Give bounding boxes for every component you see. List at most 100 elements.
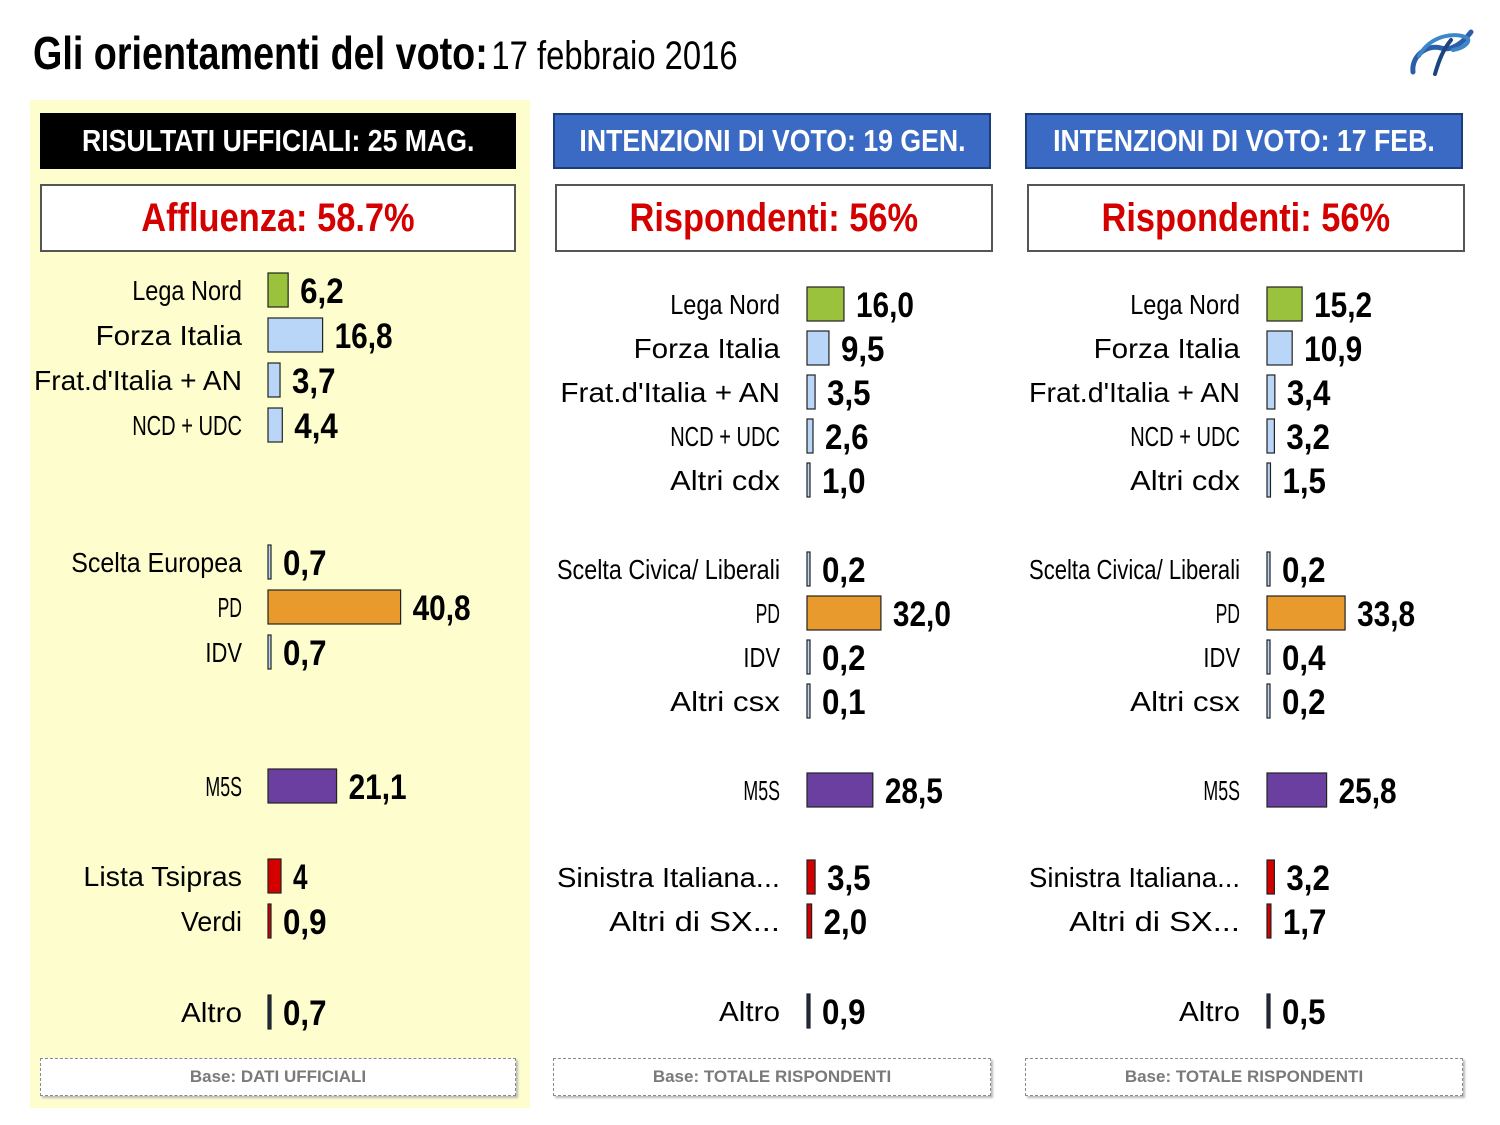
bar-frat-d-italia-an bbox=[1266, 374, 1276, 410]
value-label-lista-tsipras: 4 bbox=[293, 858, 308, 897]
value-label-lega-nord: 6,2 bbox=[300, 272, 344, 311]
bar-m5s bbox=[267, 768, 338, 804]
category-label-frat-d-italia-an: Frat.d'Italia + AN bbox=[1029, 377, 1240, 408]
panel-header-label: RISULTATI UFFICIALI: 25 MAG. bbox=[81, 123, 475, 158]
value-label-m5s: 25,8 bbox=[1339, 772, 1397, 811]
value-label-scelta-civica-liberali: 0,2 bbox=[1282, 551, 1326, 590]
category-label-m5s: M5S bbox=[743, 775, 780, 806]
bar-idv bbox=[267, 634, 272, 670]
bar-forza-italia bbox=[267, 317, 324, 353]
category-label-pd: PD bbox=[756, 598, 780, 629]
respondents-box: Rispondenti: 56% bbox=[1027, 184, 1465, 252]
value-label-frat-d-italia-an: 3,7 bbox=[292, 362, 336, 401]
panel-header-label: INTENZIONI DI VOTO: 17 FEB. bbox=[1053, 123, 1435, 158]
value-label-frat-d-italia-an: 3,4 bbox=[1287, 374, 1331, 413]
category-label-altri-csx: Altri csx bbox=[1130, 686, 1240, 717]
bar-lega-nord bbox=[1266, 286, 1303, 322]
bar-pd bbox=[806, 595, 882, 631]
category-label-frat-d-italia-an: Frat.d'Italia + AN bbox=[560, 377, 780, 408]
bar-altri-csx bbox=[806, 683, 811, 719]
value-label-lega-nord: 16,0 bbox=[856, 286, 914, 325]
category-label-altri-di-sx: Altri di SX... bbox=[609, 906, 780, 937]
bar-ncd-udc bbox=[267, 407, 283, 443]
value-label-frat-d-italia-an: 3,5 bbox=[827, 374, 871, 413]
base-note: Base: TOTALE RISPONDENTI bbox=[553, 1058, 991, 1096]
panel-poll-feb: INTENZIONI DI VOTO: 17 FEB. Rispondenti:… bbox=[1025, 100, 1500, 1108]
value-label-pd: 33,8 bbox=[1357, 595, 1415, 634]
base-note: Base: TOTALE RISPONDENTI bbox=[1025, 1058, 1463, 1096]
value-label-sinistra-italiana: 3,5 bbox=[827, 859, 871, 898]
category-label-ncd-udc: NCD + UDC bbox=[132, 410, 242, 441]
category-label-forza-italia: Forza Italia bbox=[96, 320, 243, 351]
category-label-altri-csx: Altri csx bbox=[670, 686, 780, 717]
bar-ncd-udc bbox=[1266, 418, 1275, 454]
panel-header-label: INTENZIONI DI VOTO: 19 GEN. bbox=[578, 123, 966, 158]
bar-altri-csx bbox=[1266, 683, 1271, 719]
category-label-forza-italia: Forza Italia bbox=[634, 333, 781, 364]
category-label-altri-cdx: Altri cdx bbox=[1130, 465, 1240, 496]
value-label-altro: 0,5 bbox=[1282, 993, 1326, 1032]
title-main: Gli orientamenti del voto: bbox=[33, 27, 488, 79]
category-label-ncd-udc: NCD + UDC bbox=[670, 421, 780, 452]
bar-scelta-civica-liberali bbox=[1266, 551, 1271, 587]
bar-sinistra-italiana bbox=[1266, 859, 1275, 895]
bar-pd bbox=[1266, 595, 1346, 631]
value-label-ncd-udc: 2,6 bbox=[825, 418, 869, 457]
category-label-frat-d-italia-an: Frat.d'Italia + AN bbox=[34, 365, 242, 396]
panel-header: INTENZIONI DI VOTO: 17 FEB. bbox=[1025, 113, 1463, 169]
respondents-label: Rispondenti: 56% bbox=[629, 195, 919, 240]
bar-sinistra-italiana bbox=[806, 859, 816, 895]
value-label-forza-italia: 10,9 bbox=[1304, 330, 1362, 369]
respondents-box: Rispondenti: 56% bbox=[555, 184, 993, 252]
category-label-lega-nord: Lega Nord bbox=[670, 289, 780, 320]
value-label-verdi: 0,9 bbox=[283, 903, 327, 942]
value-label-pd: 40,8 bbox=[413, 589, 471, 628]
bar-frat-d-italia-an bbox=[806, 374, 816, 410]
category-label-lega-nord: Lega Nord bbox=[1130, 289, 1240, 320]
panel-header: INTENZIONI DI VOTO: 19 GEN. bbox=[553, 113, 991, 169]
category-label-scelta-civica-liberali: Scelta Civica/ Liberali bbox=[557, 554, 780, 585]
category-label-sinistra-italiana: Sinistra Italiana... bbox=[557, 862, 780, 893]
value-label-scelta-europea: 0,7 bbox=[283, 544, 327, 583]
value-label-ncd-udc: 3,2 bbox=[1286, 418, 1330, 457]
category-label-altri-di-sx: Altri di SX... bbox=[1069, 906, 1240, 937]
bar-forza-italia bbox=[806, 330, 830, 366]
category-label-altri-cdx: Altri cdx bbox=[670, 465, 780, 496]
bar-forza-italia bbox=[1266, 330, 1293, 366]
bar-scelta-europea bbox=[267, 544, 272, 580]
panel-header: RISULTATI UFFICIALI: 25 MAG. bbox=[40, 113, 516, 169]
value-label-forza-italia: 16,8 bbox=[335, 317, 393, 356]
value-label-forza-italia: 9,5 bbox=[841, 330, 885, 369]
category-label-scelta-civica-liberali: Scelta Civica/ Liberali bbox=[1029, 554, 1240, 585]
bar-chart-poll-feb: Lega Nord 15,2 Forza Italia 10,9 Frat.d'Ital… bbox=[1029, 286, 1415, 1032]
value-label-altro: 0,7 bbox=[283, 994, 327, 1033]
turnout-label: Affluenza: 58.7% bbox=[141, 195, 415, 240]
value-label-altro: 0,9 bbox=[822, 993, 866, 1032]
base-note: Base: DATI UFFICIALI bbox=[40, 1058, 516, 1096]
bar-pd bbox=[267, 589, 402, 625]
value-label-altri-di-sx: 2,0 bbox=[824, 903, 868, 942]
category-label-pd: PD bbox=[218, 592, 242, 623]
page-title: Gli orientamenti del voto: 17 febbraio 2… bbox=[33, 26, 738, 86]
bar-lista-tsipras bbox=[267, 858, 282, 894]
bar-m5s bbox=[1266, 772, 1328, 808]
value-label-idv: 0,7 bbox=[283, 634, 327, 673]
bar-frat-d-italia-an bbox=[267, 362, 281, 398]
bar-altri-cdx bbox=[806, 462, 811, 498]
category-label-forza-italia: Forza Italia bbox=[1094, 333, 1241, 364]
category-label-altro: Altro bbox=[1179, 996, 1240, 1027]
bar-verdi bbox=[267, 903, 272, 939]
category-label-idv: IDV bbox=[1203, 642, 1240, 673]
value-label-altri-di-sx: 1,7 bbox=[1283, 903, 1327, 942]
category-label-lista-tsipras: Lista Tsipras bbox=[83, 861, 242, 892]
bar-scelta-civica-liberali bbox=[806, 551, 811, 587]
value-label-m5s: 28,5 bbox=[885, 772, 943, 811]
category-label-altro: Altro bbox=[181, 997, 242, 1028]
value-label-m5s: 21,1 bbox=[349, 768, 407, 807]
bar-chart-poll-jan: Lega Nord 16,0 Forza Italia 9,5 Frat.d'Itali… bbox=[557, 286, 951, 1032]
bar-altri-di-sx bbox=[806, 903, 813, 939]
category-label-altro: Altro bbox=[719, 996, 780, 1027]
value-label-altri-csx: 0,1 bbox=[822, 683, 866, 722]
value-label-altri-csx: 0,2 bbox=[1282, 683, 1326, 722]
category-label-ncd-udc: NCD + UDC bbox=[1130, 421, 1240, 452]
